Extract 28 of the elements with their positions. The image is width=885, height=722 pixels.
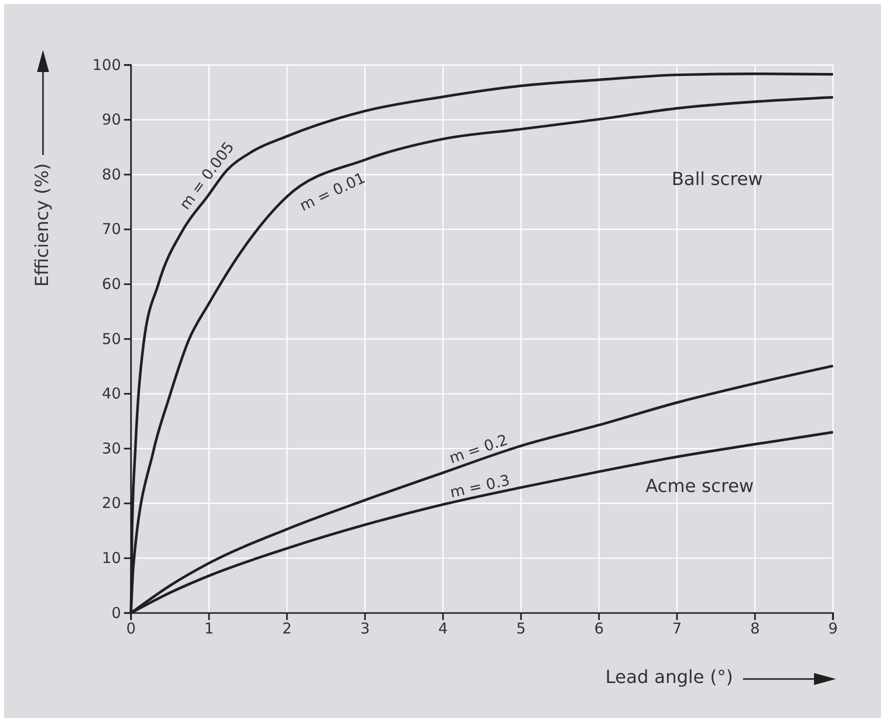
y-axis-title: Efficiency (%) xyxy=(32,163,53,287)
y-tick-label: 100 xyxy=(92,56,121,74)
y-tick-label: 90 xyxy=(102,110,121,129)
x-tick-label: 2 xyxy=(282,620,292,638)
y-tick-label: 10 xyxy=(102,549,121,567)
y-tick-label: 70 xyxy=(102,220,121,238)
x-tick-label: 1 xyxy=(204,620,214,638)
x-tick-label: 6 xyxy=(594,620,604,638)
y-tick-label: 50 xyxy=(102,330,121,348)
text: m = 0.01 xyxy=(296,168,368,215)
y-tick-label: 40 xyxy=(102,384,121,403)
x-tick-label: 4 xyxy=(438,620,448,638)
y-tick-label: 80 xyxy=(102,165,121,184)
annotation: Acme screw xyxy=(645,476,754,497)
y-tick-label: 60 xyxy=(102,275,121,293)
x-tick-label: 9 xyxy=(828,620,838,638)
text: m = 0.3 xyxy=(448,471,512,502)
x-axis-title: Lead angle (°) xyxy=(605,666,733,688)
annotation: Ball screw xyxy=(672,169,763,190)
text: m = 0.2 xyxy=(446,430,510,468)
y-tick-label: 0 xyxy=(111,604,121,622)
x-tick-label: 5 xyxy=(516,620,526,638)
x-tick-label: 8 xyxy=(750,620,760,638)
x-tick-label: 3 xyxy=(360,620,370,638)
y-tick-label: 20 xyxy=(102,494,121,512)
x-tick-label: 0 xyxy=(126,620,136,638)
y-tick-label: 30 xyxy=(102,439,121,458)
x-tick-label: 7 xyxy=(672,620,682,638)
